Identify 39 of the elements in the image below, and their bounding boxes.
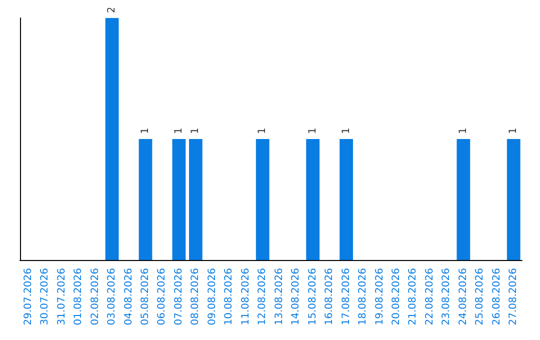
data-label: 1 bbox=[190, 128, 202, 134]
x-tick-label: 21.08.2026 bbox=[408, 268, 419, 326]
data-label: 2 bbox=[106, 6, 118, 13]
x-tick-label: 19.08.2026 bbox=[374, 268, 386, 326]
data-label: 1 bbox=[173, 128, 184, 134]
x-tick-label: 26.08.2026 bbox=[491, 268, 502, 326]
data-label: 1 bbox=[340, 128, 352, 134]
x-tick-label: 03.08.2026 bbox=[106, 268, 118, 326]
data-label: 1 bbox=[508, 128, 520, 134]
x-tick-label: 30.07.2026 bbox=[40, 268, 51, 326]
x-tick-label: 24.08.2026 bbox=[458, 268, 469, 326]
x-tick-label: 04.08.2026 bbox=[123, 268, 134, 326]
data-label: 1 bbox=[307, 128, 318, 134]
x-tick-label: 17.08.2026 bbox=[340, 268, 352, 326]
x-tick-label: 31.07.2026 bbox=[56, 268, 68, 326]
x-tick-label: 15.08.2026 bbox=[307, 268, 318, 326]
x-tick-label: 05.08.2026 bbox=[140, 268, 151, 326]
x-tick-label: 27.08.2026 bbox=[508, 268, 520, 326]
x-tick-label: 10.08.2026 bbox=[224, 268, 235, 326]
x-tick-label: 16.08.2026 bbox=[324, 268, 336, 326]
x-tick-label: 02.08.2026 bbox=[90, 268, 101, 326]
x-tick-label: 14.08.2026 bbox=[290, 268, 302, 326]
data-label: 1 bbox=[458, 128, 469, 134]
x-tick-label: 25.08.2026 bbox=[474, 268, 486, 326]
data-label: 1 bbox=[140, 128, 151, 134]
x-tick-label: 18.08.2026 bbox=[358, 268, 369, 326]
x-tick-label: 07.08.2026 bbox=[173, 268, 184, 326]
data-label: 1 bbox=[257, 128, 268, 134]
x-tick-label: 12.08.2026 bbox=[257, 268, 268, 326]
x-tick-label: 13.08.2026 bbox=[274, 268, 285, 326]
x-tick-label: 09.08.2026 bbox=[206, 268, 218, 326]
x-tick-label: 11.08.2026 bbox=[240, 268, 252, 326]
x-tick-label: 23.08.2026 bbox=[441, 268, 452, 326]
x-tick-label: 22.08.2026 bbox=[424, 268, 436, 326]
x-tick-label: 20.08.2026 bbox=[391, 268, 402, 326]
x-tick-label: 29.07.2026 bbox=[22, 268, 34, 326]
x-tick-label: 01.08.2026 bbox=[73, 268, 84, 326]
x-tick-label: 08.08.2026 bbox=[190, 268, 202, 326]
x-tick-label: 06.08.2026 bbox=[156, 268, 168, 326]
